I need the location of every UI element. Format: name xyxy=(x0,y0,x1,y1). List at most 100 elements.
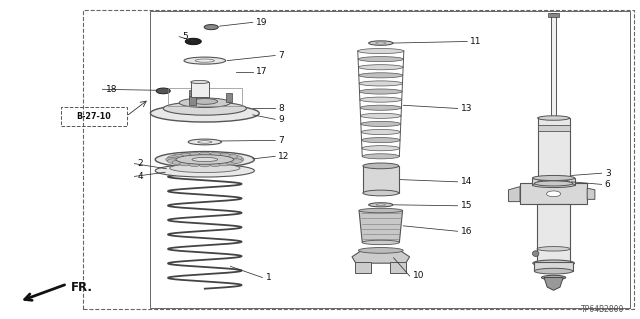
Ellipse shape xyxy=(198,141,212,143)
Ellipse shape xyxy=(360,89,402,94)
Ellipse shape xyxy=(172,160,184,165)
Ellipse shape xyxy=(358,248,403,253)
Ellipse shape xyxy=(184,57,226,64)
Ellipse shape xyxy=(358,65,403,70)
Ellipse shape xyxy=(362,146,400,151)
Ellipse shape xyxy=(376,42,386,44)
Bar xyxy=(534,262,573,271)
Ellipse shape xyxy=(199,152,211,157)
Ellipse shape xyxy=(369,41,393,45)
Text: 9: 9 xyxy=(278,115,284,124)
Text: B-27-10: B-27-10 xyxy=(77,112,111,121)
Ellipse shape xyxy=(360,105,401,110)
Text: 16: 16 xyxy=(461,227,472,236)
Ellipse shape xyxy=(369,203,393,207)
Ellipse shape xyxy=(179,161,191,166)
Ellipse shape xyxy=(199,162,211,167)
Text: 5: 5 xyxy=(182,32,188,41)
Ellipse shape xyxy=(362,240,399,245)
Ellipse shape xyxy=(150,105,259,122)
Bar xyxy=(538,125,570,131)
Ellipse shape xyxy=(156,164,255,177)
Ellipse shape xyxy=(179,153,191,158)
Text: 8: 8 xyxy=(278,104,284,113)
Ellipse shape xyxy=(534,181,573,186)
Ellipse shape xyxy=(358,56,403,62)
Ellipse shape xyxy=(359,81,403,86)
Ellipse shape xyxy=(219,161,230,166)
Ellipse shape xyxy=(209,162,221,167)
Ellipse shape xyxy=(219,153,230,158)
Ellipse shape xyxy=(170,164,240,173)
Bar xyxy=(150,11,630,308)
Ellipse shape xyxy=(191,80,209,84)
Ellipse shape xyxy=(362,137,400,143)
Text: 19: 19 xyxy=(256,18,268,27)
Text: 10: 10 xyxy=(413,271,424,280)
Ellipse shape xyxy=(376,204,385,206)
Polygon shape xyxy=(352,250,410,263)
Text: 1: 1 xyxy=(266,273,271,282)
Ellipse shape xyxy=(541,275,566,280)
Bar xyxy=(168,88,242,106)
Ellipse shape xyxy=(537,247,570,251)
Bar xyxy=(520,183,588,204)
Ellipse shape xyxy=(156,88,170,94)
Text: 7: 7 xyxy=(278,136,284,145)
Text: 2: 2 xyxy=(138,159,143,168)
Text: 17: 17 xyxy=(256,67,268,76)
Text: 13: 13 xyxy=(461,104,472,113)
Ellipse shape xyxy=(363,190,399,196)
Bar xyxy=(390,262,406,273)
Text: 4: 4 xyxy=(138,172,143,181)
Bar xyxy=(189,90,196,99)
Ellipse shape xyxy=(362,154,399,159)
Text: 6: 6 xyxy=(605,180,611,189)
Bar xyxy=(538,118,570,182)
Polygon shape xyxy=(544,278,563,290)
Text: 15: 15 xyxy=(461,201,472,210)
Ellipse shape xyxy=(204,25,218,30)
Ellipse shape xyxy=(192,99,218,104)
Bar xyxy=(355,262,371,273)
Ellipse shape xyxy=(360,113,401,118)
Ellipse shape xyxy=(533,260,575,266)
Ellipse shape xyxy=(209,152,221,157)
Ellipse shape xyxy=(189,152,200,157)
Ellipse shape xyxy=(538,180,570,184)
Ellipse shape xyxy=(172,154,184,159)
Polygon shape xyxy=(588,188,595,199)
Ellipse shape xyxy=(358,48,404,54)
Ellipse shape xyxy=(532,182,575,188)
Ellipse shape xyxy=(192,158,218,161)
Polygon shape xyxy=(359,211,403,242)
Bar xyxy=(189,96,196,105)
Ellipse shape xyxy=(534,268,573,274)
Ellipse shape xyxy=(547,191,561,197)
Text: 11: 11 xyxy=(470,37,482,46)
Text: 12: 12 xyxy=(278,152,290,161)
Bar xyxy=(532,178,575,185)
Text: 18: 18 xyxy=(106,85,117,94)
Text: FR.: FR. xyxy=(70,281,92,293)
Ellipse shape xyxy=(189,162,200,167)
Text: 3: 3 xyxy=(605,169,611,178)
Ellipse shape xyxy=(361,130,401,135)
Ellipse shape xyxy=(361,121,401,126)
Bar xyxy=(537,204,570,263)
Ellipse shape xyxy=(359,208,403,213)
Bar xyxy=(550,13,557,118)
Ellipse shape xyxy=(176,155,234,164)
Text: 7: 7 xyxy=(278,51,284,60)
Polygon shape xyxy=(509,187,520,202)
Bar xyxy=(363,166,399,193)
Ellipse shape xyxy=(532,175,575,181)
Ellipse shape xyxy=(156,152,255,167)
Bar xyxy=(548,13,559,17)
Ellipse shape xyxy=(179,98,230,108)
Ellipse shape xyxy=(168,156,179,160)
Bar xyxy=(226,93,232,102)
Ellipse shape xyxy=(226,160,237,165)
Ellipse shape xyxy=(166,157,177,162)
Text: 14: 14 xyxy=(461,177,472,186)
